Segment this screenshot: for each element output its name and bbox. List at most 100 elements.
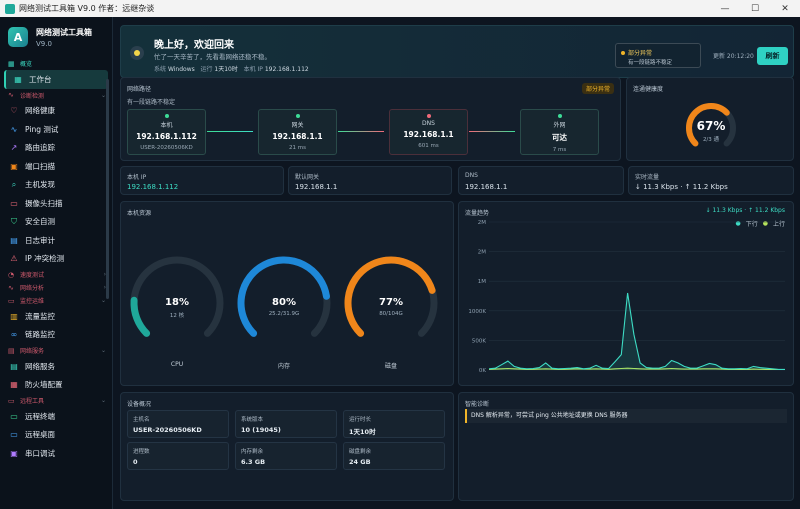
- group-label: 概览: [20, 61, 33, 68]
- sidebar-item-label: 链路监控: [25, 330, 55, 340]
- maximize-button[interactable]: ☐: [750, 3, 760, 14]
- meta-value: Windows: [167, 66, 195, 73]
- chevron-down-icon: ⌄: [100, 347, 106, 354]
- sidebar-item-log-audit[interactable]: ▤ 日志审计: [0, 231, 112, 250]
- sidebar-item-label: IP 冲突检测: [25, 254, 65, 264]
- analysis-icon: ∿: [8, 283, 14, 292]
- node-ip: 可达: [552, 133, 567, 142]
- sidebar-item-portscan[interactable]: ▣ 端口扫描: [0, 157, 112, 176]
- sidebar-item-firewall[interactable]: ▦ 防火墙配置: [0, 376, 112, 395]
- sidebar-item-label: 摄像头扫描: [25, 198, 63, 208]
- node-label: 本机: [160, 122, 173, 129]
- path-node-internet[interactable]: 外网 可达 7 ms: [520, 109, 599, 155]
- connectivity-panel: 连通健康度 67% 2/3 通: [626, 77, 794, 161]
- node-ip: 192.168.1.1: [403, 130, 454, 139]
- sidebar-item-label: 路由追踪: [25, 143, 55, 153]
- chevron-down-icon: ⌄: [100, 297, 106, 304]
- scan-icon: ▣: [10, 161, 18, 171]
- brand-version: V9.0: [36, 39, 52, 48]
- panel-title: 本机资源: [127, 210, 152, 217]
- sidebar-item-health[interactable]: ♡ 网络健康: [0, 102, 112, 121]
- chevron-right-icon: ›: [103, 284, 106, 291]
- path-link: [338, 131, 384, 132]
- cpu-value: 18%: [165, 297, 189, 308]
- warning-text: 有一段链路不稳定: [628, 60, 673, 66]
- gauge-fill: [686, 103, 730, 147]
- sidebar-item-net-service[interactable]: ▤ 网络服务: [0, 357, 112, 376]
- info-label: 实时流量: [635, 174, 660, 181]
- path-link: [207, 131, 253, 132]
- window-title: 网络测试工具箱 V9.0 作者：远继杂谈: [19, 4, 155, 13]
- info-card-ip: 本机 IP 192.168.1.112: [120, 166, 284, 195]
- group-label: 诊断检测: [20, 92, 45, 100]
- status-warning-box: 部分异常 有一段链路不稳定: [615, 43, 701, 68]
- app-logo: A: [8, 27, 28, 47]
- sidebar-item-traffic-monitor[interactable]: ▥ 流量监控: [0, 307, 112, 326]
- sidebar-item-traceroute[interactable]: ↗ 路由追踪: [0, 139, 112, 158]
- sidebar-scrollbar[interactable]: [106, 79, 109, 299]
- network-path-panel: 网络路径 部分异常 有一段链路不稳定 本机 192.168.1.112 USER…: [120, 77, 621, 161]
- sidebar-item-terminal[interactable]: ▭ 远程终端: [0, 407, 112, 426]
- sidebar-item-camera-scan[interactable]: ▭ 摄像头扫描: [0, 194, 112, 213]
- info-value: 192.168.1.1: [295, 183, 338, 191]
- disk-value: 77%: [379, 297, 403, 308]
- sidebar-item-ping[interactable]: ∿ Ping 测试: [0, 120, 112, 139]
- panel-title: 流量趋势: [465, 210, 490, 217]
- group-overview[interactable]: ▦ 概览: [0, 57, 112, 70]
- gauge-value: 67%: [696, 119, 726, 133]
- path-node-dns[interactable]: DNS 192.168.1.1 601 ms: [389, 109, 468, 155]
- cell-value: 10 (19045): [241, 426, 281, 434]
- sidebar-item-dashboard[interactable]: ▦ 工作台: [4, 70, 108, 89]
- path-node-gateway[interactable]: 网关 192.168.1.1 21 ms: [258, 109, 337, 155]
- meta-label: 运行: [200, 66, 213, 73]
- sidebar-item-serial[interactable]: ▣ 串口调试: [0, 444, 112, 463]
- device-cell-memory-free: 内存剩余 6.3 GB: [235, 442, 337, 470]
- memory-sub: 25.2/31.9G: [268, 311, 300, 317]
- close-button[interactable]: ✕: [781, 3, 789, 14]
- group-services[interactable]: ▤ 网络服务 ⌄: [0, 344, 112, 357]
- sidebar-item-security[interactable]: ⛉ 安全自测: [0, 213, 112, 232]
- system-meta: 系统 Windows 运行 1天10时 本机 IP 192.168.1.112: [154, 64, 309, 73]
- panel-title: 连通健康度: [633, 86, 664, 93]
- series-line-下行: [488, 292, 785, 370]
- cell-value: 1天10时: [349, 428, 376, 436]
- sidebar-item-remote-desktop[interactable]: ▭ 远程桌面: [0, 426, 112, 445]
- group-monitor[interactable]: ▭ 监控运维 ⌄: [0, 294, 112, 307]
- group-analysis[interactable]: ∿ 网络分析 ›: [0, 281, 112, 294]
- minimize-button[interactable]: —: [720, 3, 730, 14]
- sidebar-item-host-discovery[interactable]: ⌕ 主机发现: [0, 176, 112, 195]
- dashboard-icon: ▦: [14, 74, 22, 84]
- warning-dot-icon: [621, 51, 625, 55]
- node-detail: USER-20260506KD: [140, 145, 193, 151]
- group-label: 网络分析: [20, 285, 45, 292]
- chevron-right-icon: ›: [103, 271, 106, 278]
- meta-label: 本机 IP: [243, 66, 263, 73]
- ping-icon: ∿: [10, 124, 18, 134]
- path-node-local[interactable]: 本机 192.168.1.112 USER-20260506KD: [127, 109, 206, 155]
- info-card-gateway: 默认网关 192.168.1.1: [288, 166, 452, 195]
- remote-icon: ▭: [8, 396, 15, 405]
- window-titlebar: 网络测试工具箱 V9.0 作者：远继杂谈 — ☐ ✕: [0, 0, 800, 17]
- group-remote[interactable]: ▭ 远程工具 ⌄: [0, 394, 112, 407]
- refresh-button[interactable]: 刷新: [757, 47, 788, 65]
- cell-label: 磁盘剩余: [349, 449, 372, 455]
- route-icon: ↗: [10, 143, 18, 153]
- traffic-chart: 0K 500K 1000K 1M 2M 2M: [468, 220, 785, 374]
- info-value: 192.168.1.1: [465, 183, 508, 191]
- gauge-fill-2: [344, 256, 436, 337]
- status-dot-icon: [164, 114, 169, 118]
- sidebar-item-link-monitor[interactable]: ∞ 链路监控: [0, 326, 112, 345]
- legend-down-icon: ●: [735, 220, 741, 227]
- gauge-sub: 2/3 通: [702, 137, 720, 143]
- sidebar-item-label: 网络健康: [25, 106, 55, 116]
- sidebar-item-ip-conflict[interactable]: ⚠ IP 冲突检测: [0, 250, 112, 269]
- diagnosis-alert[interactable]: DNS 解析异常，可尝试 ping 公共地址或更换 DNS 服务器: [465, 409, 787, 423]
- device-cell-processes: 进程数 0: [127, 442, 229, 470]
- group-diagnostics[interactable]: ∿ 诊断检测 ⌄: [0, 89, 112, 102]
- series-area-下行: [489, 293, 785, 370]
- group-speed-test[interactable]: ◔ 速度测试 ›: [0, 268, 112, 281]
- cell-label: 运行时长: [349, 417, 372, 423]
- info-value: 192.168.1.112: [127, 183, 179, 191]
- group-label: 远程工具: [20, 398, 45, 405]
- status-dot-icon: [426, 114, 431, 118]
